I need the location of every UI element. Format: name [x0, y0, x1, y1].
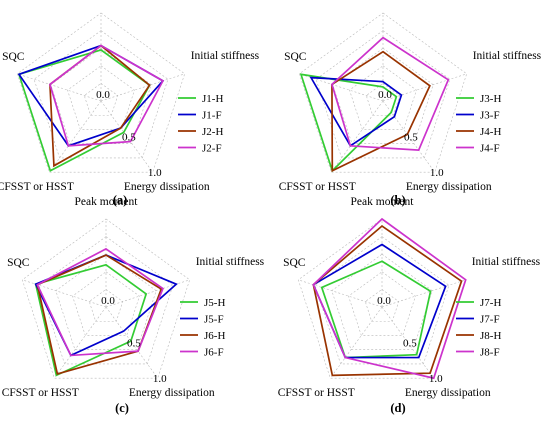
axis-spoke [381, 306, 434, 379]
series-polygon [36, 254, 163, 375]
legend-label: J3-F [480, 110, 500, 122]
tick-label: 1.0 [153, 373, 167, 385]
tick-label: 0.5 [404, 132, 418, 144]
grid-ring [348, 271, 416, 336]
panel-label: (a) [113, 193, 128, 207]
panel-label: (b) [390, 193, 405, 207]
axis-label: Peak moment [75, 196, 139, 208]
grid-ring [33, 30, 169, 159]
axis-label: Energy dissipation [406, 181, 492, 193]
axis-spoke [331, 100, 384, 173]
axis-label: Peak moment [70, 0, 134, 2]
legend-label: J2-F [202, 143, 222, 155]
series-polygon [320, 260, 432, 359]
tick-label: 1.0 [148, 167, 162, 179]
axis-spoke [298, 279, 383, 308]
legend-label: J3-H [480, 93, 501, 105]
tick-label: 0.5 [122, 132, 136, 144]
panel-label: (d) [390, 401, 405, 415]
axis-label: SQC [283, 257, 306, 269]
legend-label: J5-H [204, 297, 225, 309]
axis-spoke [105, 306, 158, 379]
axis-label: CFSST or HSST [279, 181, 356, 193]
axis-label: Peak moment [351, 196, 415, 208]
axis-spoke [17, 73, 102, 102]
legend-label: J4-F [480, 143, 500, 155]
legend-label: J8-H [480, 330, 501, 342]
radar-panel: 0.0 0.5 1.0 Peak moment Initial stiffness Ene… [2, 196, 265, 415]
grid-ring [315, 30, 451, 159]
axis-spoke [382, 73, 467, 102]
tick-label: 1.0 [429, 373, 443, 385]
grid-ring [349, 65, 417, 130]
grid-ring [88, 289, 124, 322]
axis-label: Initial stiffness [472, 256, 541, 268]
axis-spoke [100, 100, 153, 173]
panel-label: (c) [115, 401, 129, 415]
tick-label: 0.5 [127, 338, 141, 350]
grid-ring [365, 83, 401, 116]
axis-label: Initial stiffness [196, 256, 265, 268]
axis-spoke [382, 100, 435, 173]
tick-label: 0.0 [378, 89, 392, 101]
axis-label: Energy dissipation [129, 387, 215, 399]
axis-label: Energy dissipation [405, 387, 491, 399]
radar-panel: 0.0 0.5 1.0 Peak moment Initial stiffness Ene… [278, 196, 541, 415]
radar-panel: 0.0 0.5 1.0 Peak moment Initial stiffness Ene… [0, 0, 260, 207]
series-polygon [36, 247, 164, 357]
axis-label: Energy dissipation [124, 181, 210, 193]
tick-label: 0.0 [96, 89, 110, 101]
axis-spoke [330, 306, 383, 379]
grid-ring [67, 65, 135, 130]
axis-spoke [100, 73, 185, 102]
axis-spoke [381, 279, 466, 308]
axis-label: Initial stiffness [191, 50, 260, 62]
series-polygon [312, 243, 447, 359]
axis-label: CFSST or HSST [278, 387, 355, 399]
series-polygon [330, 36, 450, 152]
grid-ring [83, 83, 119, 116]
radar-panel: 0.0 0.5 1.0 Peak moment Initial stiffness Ene… [279, 0, 542, 207]
legend-label: J4-H [480, 126, 501, 138]
series-polygon [17, 44, 165, 147]
legend-label: J5-F [204, 314, 224, 326]
axis-label: CFSST or HSST [2, 387, 79, 399]
legend-label: J2-H [202, 126, 223, 138]
legend-label: J6-H [204, 330, 225, 342]
legend-label: J8-F [480, 347, 500, 359]
grid-ring [72, 271, 140, 336]
tick-label: 0.0 [101, 295, 115, 307]
axis-label: CFSST or HSST [0, 181, 74, 193]
tick-label: 1.0 [430, 167, 444, 179]
legend-label: J6-F [204, 347, 224, 359]
legend-label: J1-F [202, 110, 222, 122]
tick-label: 0.0 [377, 295, 391, 307]
axis-label: SQC [2, 51, 25, 63]
axis-label: Peak moment [352, 0, 416, 2]
axis-label: Initial stiffness [473, 50, 542, 62]
axis-label: SQC [7, 257, 30, 269]
series-polygon [34, 263, 148, 377]
series-polygon [48, 44, 165, 147]
tick-label: 0.5 [403, 338, 417, 350]
series-polygon [299, 73, 398, 173]
series-polygon [331, 50, 431, 173]
series-polygon [312, 217, 467, 380]
axis-spoke [49, 100, 102, 173]
legend-label: J1-H [202, 93, 223, 105]
series-polygon [309, 76, 403, 148]
axis-label: SQC [284, 51, 307, 63]
axis-spoke [54, 306, 107, 379]
grid-ring [364, 289, 400, 322]
legend-label: J7-H [480, 297, 501, 309]
legend-label: J7-F [480, 314, 500, 326]
